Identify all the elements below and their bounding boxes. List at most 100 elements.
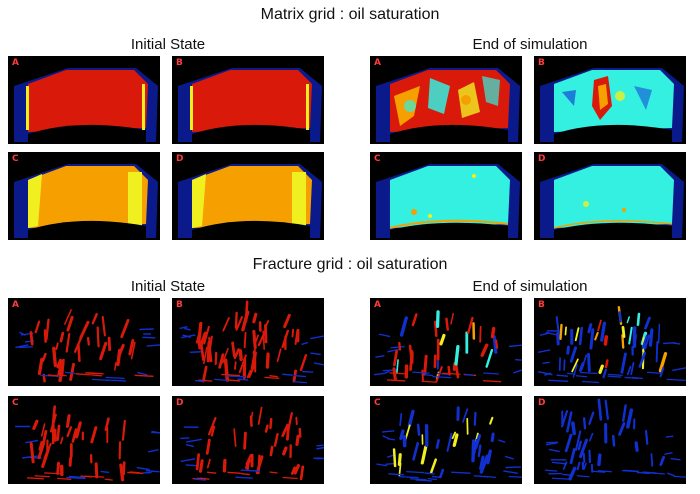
fracture-streak — [286, 425, 290, 441]
matrix-end-b-plot — [540, 68, 684, 144]
fracture-streak — [597, 398, 603, 421]
fracture-streak — [392, 448, 397, 468]
fracture-base-strand — [556, 374, 568, 377]
fracture-streak — [495, 339, 499, 349]
fracture-strand — [544, 372, 552, 376]
fracture-base-strand — [421, 380, 437, 383]
fracture-streak — [221, 347, 229, 364]
fracture-streak — [243, 431, 247, 450]
fracture-strand — [503, 470, 519, 475]
fracture-base-strand — [483, 380, 502, 383]
fracture-streak — [598, 364, 604, 374]
fracture-streak — [582, 452, 586, 463]
fracture-streak — [473, 411, 477, 426]
fracture-streak — [293, 464, 300, 475]
fracture-strand — [548, 448, 560, 453]
fracture-streak — [571, 358, 579, 373]
fracture-end-a-plot — [373, 310, 522, 383]
matrix-initial-c-label: C — [12, 154, 19, 164]
fracture-streak — [38, 440, 43, 451]
fracture-streak — [589, 432, 594, 442]
fracture-base-strand — [80, 475, 92, 478]
fracture-streak — [269, 445, 274, 457]
fracture-streak — [64, 309, 72, 325]
fracture-base-strand — [424, 472, 435, 475]
fracture-streak — [611, 434, 616, 447]
fracture-streak — [246, 369, 252, 379]
fracture-strand — [378, 333, 391, 338]
fracture-base-strand — [104, 478, 113, 481]
fracture-streak — [472, 438, 479, 456]
fracture-streak — [583, 462, 587, 470]
fracture-strand — [537, 371, 553, 376]
fracture-base-strand — [575, 375, 588, 378]
fracture-streak — [287, 412, 293, 429]
fracture-streak — [210, 425, 216, 437]
fracture-streak — [195, 332, 201, 344]
fracture-base-strand — [198, 379, 213, 382]
fracture-base-strand — [75, 373, 91, 376]
fracture-strand — [186, 438, 202, 443]
fracture-streak — [75, 421, 82, 439]
fracture-streak — [298, 427, 302, 438]
fracture-streak — [638, 351, 647, 368]
fracture-base-strand — [282, 373, 293, 376]
fracture-base-strand — [576, 475, 590, 478]
fracture-streak — [657, 323, 661, 344]
fracture-streak — [222, 317, 230, 332]
fracture-end-c-label: C — [374, 398, 381, 408]
fracture-streak — [119, 463, 125, 482]
fracture-strand — [316, 446, 324, 450]
fracture-streak — [393, 350, 398, 367]
matrix-end-b-label: B — [538, 58, 545, 68]
fracture-streak — [407, 409, 415, 428]
fracture-base-strand — [621, 469, 639, 473]
fracture-base-strand — [607, 375, 622, 378]
fracture-streak — [117, 343, 125, 357]
fracture-base-strand — [432, 375, 452, 379]
fracture-streak — [197, 328, 202, 347]
fracture-streak — [451, 431, 457, 440]
fracture-streak — [398, 462, 402, 477]
fracture-base-strand — [548, 379, 569, 382]
fracture-end-panel-a: A — [370, 298, 522, 386]
fracture-base-strand — [386, 379, 406, 382]
fracture-end-panel-c: C — [370, 396, 522, 484]
fracture-end-panel-b: B — [534, 298, 686, 386]
fracture-base-strand — [292, 380, 307, 384]
matrix-end-c-plot — [376, 164, 520, 240]
fracture-streak — [69, 362, 76, 381]
fracture-streak — [299, 465, 305, 481]
fracture-streak — [603, 335, 609, 346]
fracture-strand — [672, 342, 681, 345]
fracture-strand — [185, 443, 195, 448]
fracture-streak — [299, 354, 308, 372]
fracture-streak — [575, 430, 582, 451]
fracture-streak — [122, 461, 126, 476]
fracture-base-strand — [240, 469, 260, 472]
fracture-streak — [45, 318, 50, 341]
fracture-streak — [66, 315, 74, 332]
matrix-end-title: End of simulation — [472, 36, 588, 53]
fracture-streak — [479, 325, 482, 343]
fracture-end-b-plot — [537, 306, 686, 384]
fracture-base-strand — [591, 470, 606, 473]
matrix-end-c-label: C — [374, 154, 381, 164]
matrix-end-panel-c: C — [370, 152, 522, 240]
fracture-streak — [450, 312, 454, 325]
fracture-base-strand — [427, 477, 437, 481]
matrix-initial-panel-d: D — [172, 152, 324, 240]
fracture-initial-c-label: C — [12, 398, 19, 408]
fracture-streak — [252, 312, 258, 324]
fracture-streak — [644, 316, 651, 330]
fracture-streak — [399, 429, 405, 440]
fracture-end-d-plot — [544, 398, 686, 481]
fracture-streak — [222, 458, 227, 473]
fracture-streak — [571, 421, 576, 436]
fracture-base-strand — [398, 475, 419, 479]
fracture-base-strand — [597, 470, 612, 473]
fracture-streak — [578, 362, 585, 372]
fracture-streak — [207, 416, 217, 436]
fracture-streak — [41, 429, 48, 446]
fracture-streak — [467, 316, 474, 335]
